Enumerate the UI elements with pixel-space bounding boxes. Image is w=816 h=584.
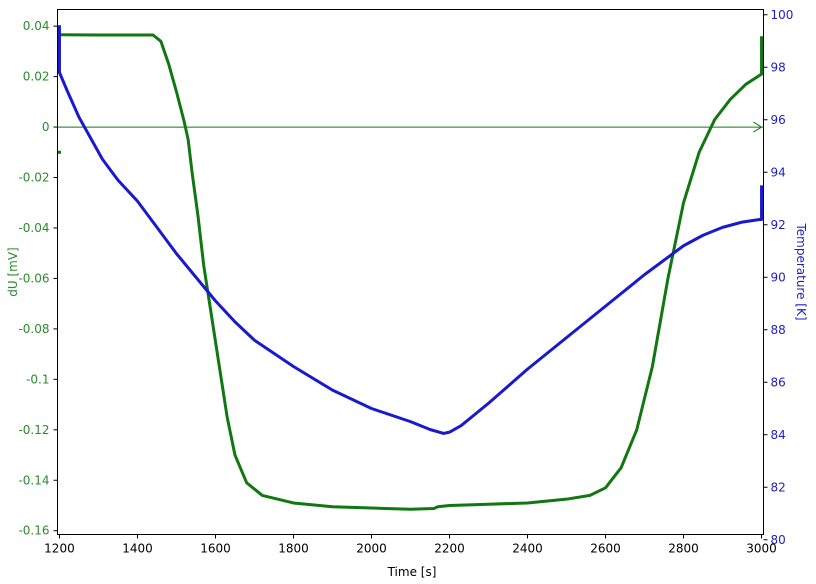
x-tick-label: 2000	[356, 542, 387, 556]
plot-frame	[57, 9, 764, 535]
right-tick-label: 98	[771, 60, 786, 74]
x-tick-label: 2800	[668, 542, 699, 556]
left-tick-label: -0.1	[26, 372, 49, 386]
zero-line-arrow-icon	[753, 121, 763, 133]
right-tick-label: 82	[771, 480, 786, 494]
left-tick-label: -0.14	[18, 473, 49, 487]
left-tick-label: -0.08	[18, 322, 49, 336]
x-tick-label: 2400	[512, 542, 543, 556]
x-axis-title: Time [s]	[387, 565, 437, 579]
right-tick-label: 100	[771, 8, 794, 22]
right-tick-label: 96	[771, 113, 786, 127]
left-tick-label: -0.06	[18, 271, 49, 285]
right-tick-label: 88	[771, 323, 786, 337]
x-tick-label: 1600	[200, 542, 231, 556]
series-layer	[57, 25, 764, 511]
right-axis-title: Temperature [K]	[794, 222, 808, 320]
left-tick-label: -0.16	[18, 524, 49, 538]
x-tick-label: 1200	[44, 542, 75, 556]
left-tick-label: 0.04	[23, 19, 50, 33]
left-tick-label: -0.12	[18, 423, 49, 437]
left-tick-label: -0.02	[18, 171, 49, 185]
right-tick-label: 80	[771, 533, 786, 547]
series-temperature-line	[57, 25, 764, 435]
x-tick-label: 2600	[590, 542, 621, 556]
right-tick-label: 86	[771, 375, 786, 389]
x-axis-ticks: 1200 1400 1600 1800 2000 2200 2400 2600 2800 3000	[44, 534, 777, 556]
x-tick-label: 1800	[278, 542, 309, 556]
right-axis-ticks: 100 98 96 94 92 90 88 86 84 82 80	[763, 8, 794, 547]
right-tick-label: 90	[771, 270, 786, 284]
x-tick-label: 3000	[746, 542, 777, 556]
right-tick-label: 84	[771, 428, 786, 442]
series-dU-point	[57, 150, 61, 154]
x-tick-label: 1400	[122, 542, 153, 556]
x-tick-label: 2200	[434, 542, 465, 556]
right-tick-label: 92	[771, 218, 786, 232]
left-tick-label: 0.02	[23, 70, 50, 84]
left-tick-label: 0	[42, 120, 50, 134]
left-tick-label: -0.04	[18, 221, 49, 235]
left-axis-ticks: 0.04 0.02 0 -0.02 -0.04 -0.06 -0.08 -0.1 -0.12 -0…	[18, 19, 58, 538]
right-tick-label: 94	[771, 165, 786, 179]
left-axis-title: dU [mV]	[6, 247, 20, 296]
